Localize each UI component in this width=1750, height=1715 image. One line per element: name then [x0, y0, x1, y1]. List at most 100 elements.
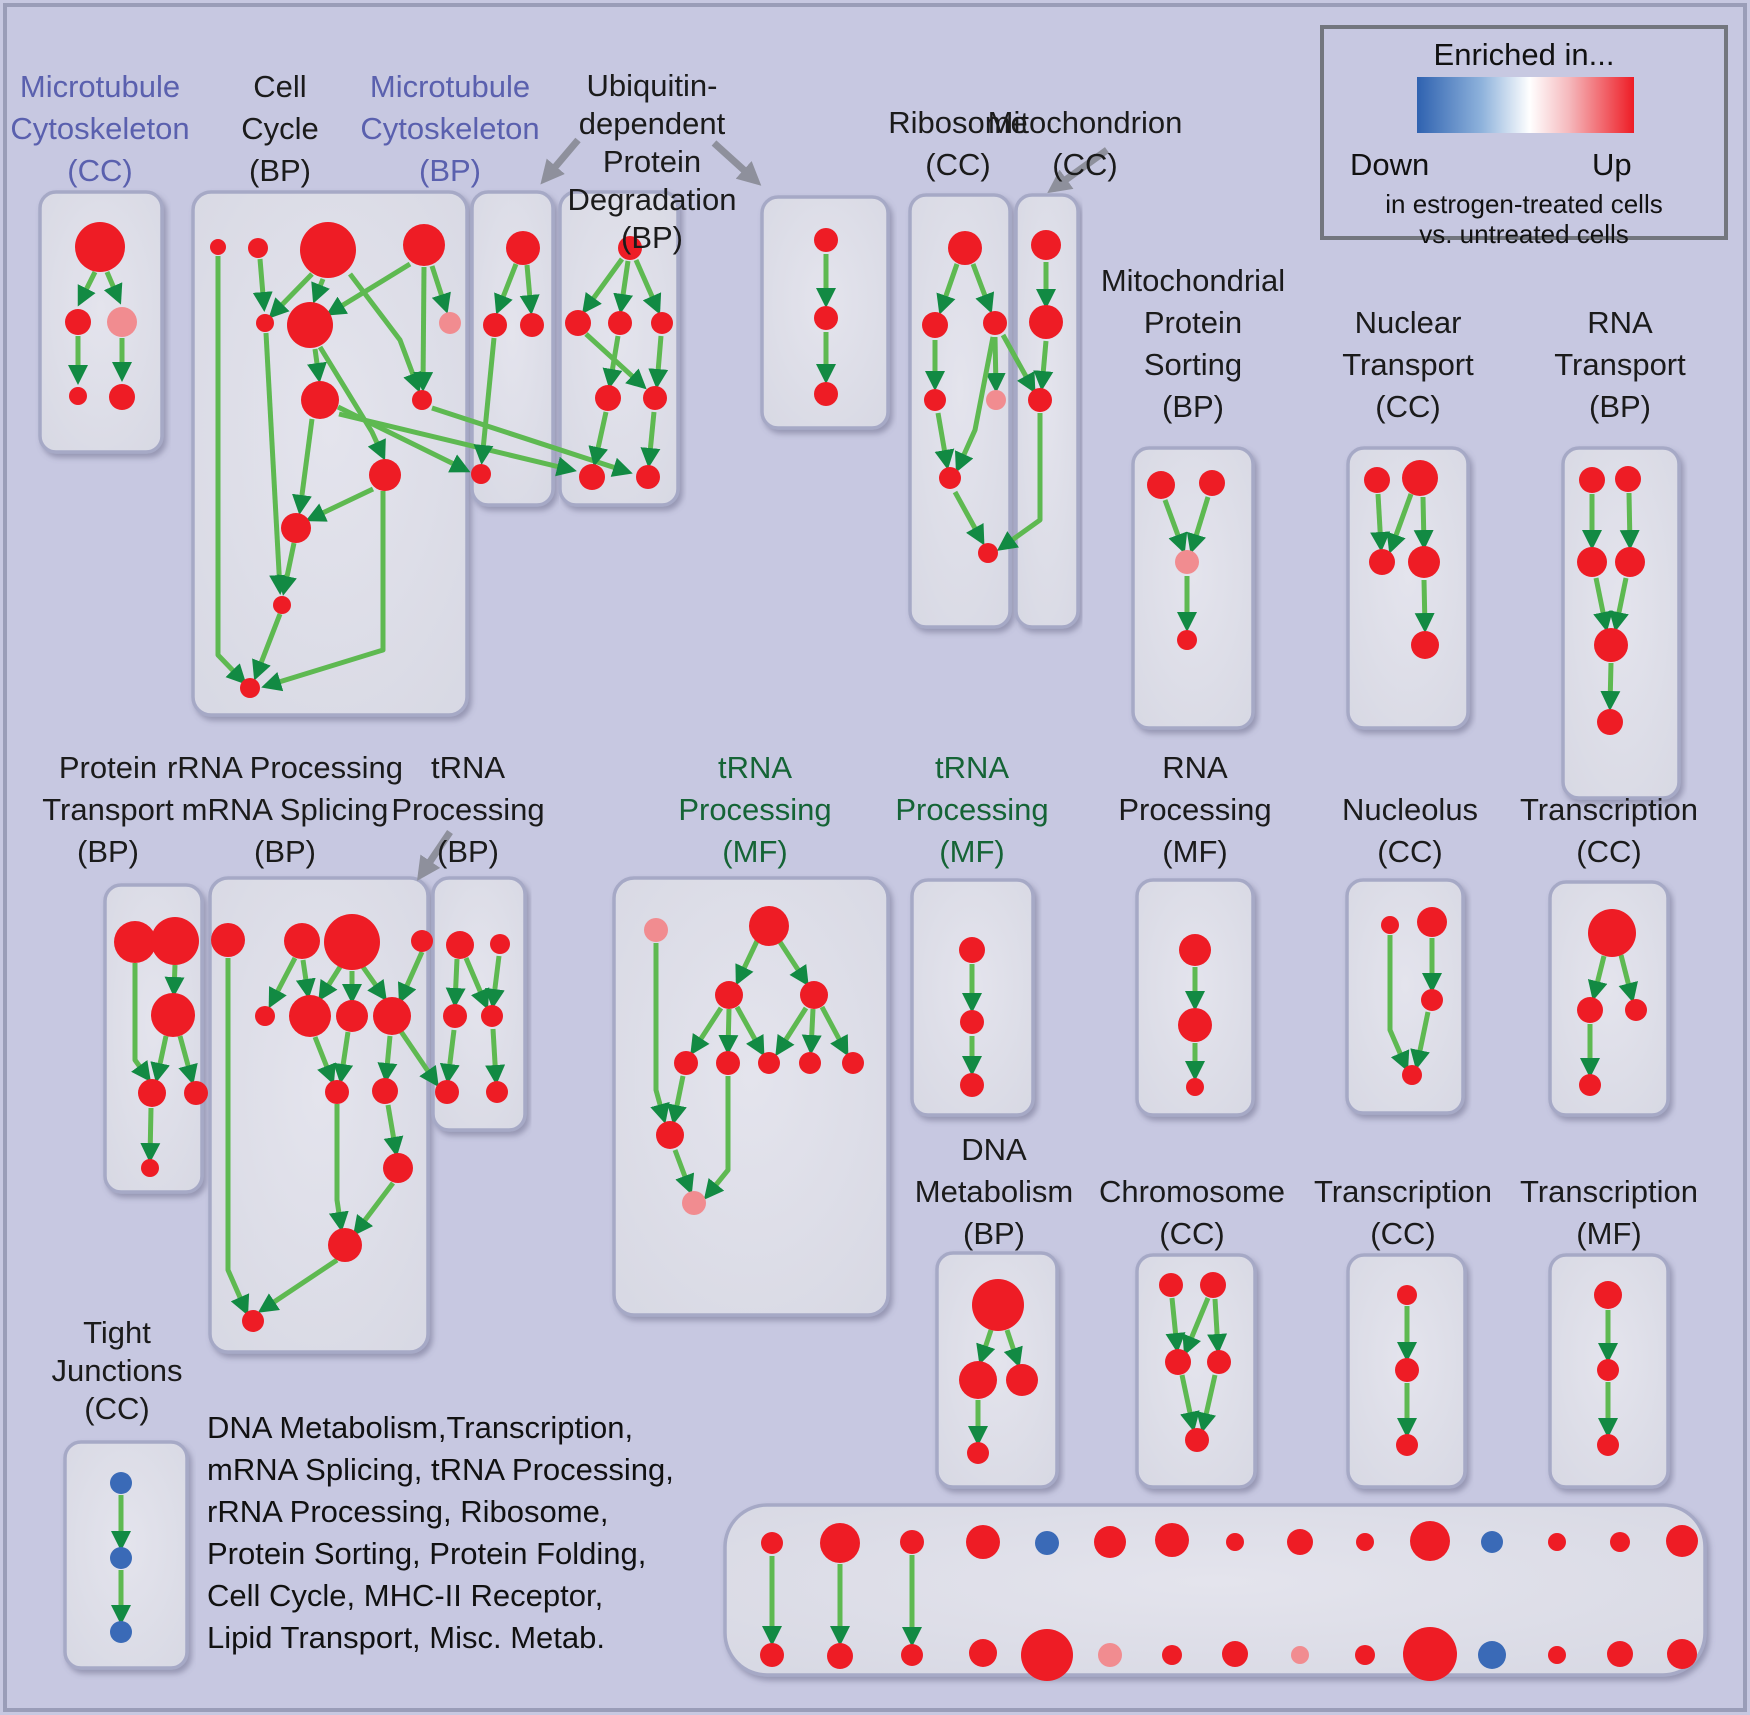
- label-line: (CC): [1370, 1216, 1436, 1251]
- label-line: Protein: [602, 144, 702, 179]
- label-line: (BP): [621, 220, 683, 255]
- gene-edge: [1386, 493, 1414, 554]
- gene-edge: [473, 337, 497, 465]
- label-line: (CC): [1159, 1216, 1225, 1251]
- gene-edge: [735, 939, 760, 986]
- gene-node: [141, 1159, 159, 1177]
- label-trna-processing-mf-small: tRNA Processing (MF): [802, 747, 1142, 873]
- label-line: (BP): [419, 153, 481, 188]
- label-line: Mitochondrion: [987, 105, 1183, 140]
- gene-edge: [1587, 955, 1608, 1001]
- legend: Enriched in... Down Up in estrogen-treat…: [1320, 25, 1728, 249]
- gene-node: [1395, 1358, 1419, 1382]
- label-line: tRNA: [717, 750, 793, 785]
- label-line: Processing: [678, 792, 832, 827]
- label-tight-junctions: Tight Junctions (CC): [0, 1314, 287, 1428]
- gene-node: [1162, 1645, 1182, 1665]
- misc-terms-caption: DNA Metabolism,Transcription, mRNA Splici…: [207, 1407, 674, 1659]
- gene-node: [301, 381, 339, 419]
- gene-edge: [268, 956, 298, 1009]
- gene-edge: [1179, 1374, 1200, 1432]
- gene-node: [618, 236, 642, 260]
- gene-edge: [703, 1076, 731, 1200]
- gene-node: [1178, 1008, 1212, 1042]
- gene-node: [1094, 1526, 1126, 1558]
- gene-node: [373, 997, 411, 1035]
- gene-edge: [252, 258, 273, 312]
- gene-node: [1287, 1529, 1313, 1555]
- gene-edge: [140, 1107, 161, 1163]
- label-mitochondrion-cc: Mitochondrion (CC): [915, 102, 1255, 186]
- gene-node: [1226, 1533, 1244, 1551]
- label-line: rRNA Processing: [166, 750, 404, 785]
- label-chromosome-cc: Chromosome (CC): [1022, 1171, 1362, 1255]
- label-ubiquitin-degradation: Ubiquitin-dependent Protein Degradation (BP…: [482, 67, 822, 257]
- gene-edge: [348, 272, 423, 393]
- gene-node: [1402, 1065, 1422, 1085]
- label-line: Processing: [391, 792, 545, 827]
- gene-node: [579, 464, 605, 490]
- go-box-mitochondrial-protein-sorting: [1131, 446, 1255, 730]
- gene-node: [411, 930, 433, 952]
- gene-node: [256, 314, 274, 332]
- gene-node: [651, 312, 673, 334]
- gene-node: [1594, 1281, 1622, 1309]
- label-line: Ubiquitin-: [586, 68, 718, 103]
- gene-node: [1021, 1629, 1073, 1681]
- gene-edge: [103, 271, 123, 305]
- gene-node: [799, 1052, 821, 1074]
- gene-node: [969, 1639, 997, 1667]
- label-line: Mitochondrial: [1100, 263, 1286, 298]
- label-line: (CC): [1052, 147, 1118, 182]
- gene-node: [1028, 388, 1052, 412]
- label-line: Cytoskeleton: [10, 111, 190, 146]
- gene-node: [983, 311, 1007, 335]
- gene-node: [1397, 1285, 1417, 1305]
- caption-line: mRNA Splicing, tRNA Processing,: [207, 1452, 674, 1487]
- gene-node: [814, 382, 838, 406]
- gene-node: [972, 1279, 1024, 1331]
- gene-edge: [582, 257, 625, 315]
- gene-edge: [215, 256, 247, 685]
- gene-node: [300, 222, 356, 278]
- gene-edge: [1413, 496, 1434, 550]
- gene-node: [443, 1004, 467, 1028]
- gene-node: [960, 1010, 984, 1034]
- gene-edge: [952, 490, 985, 546]
- gene-node: [1356, 1533, 1374, 1551]
- gene-node: [1548, 1533, 1566, 1551]
- label-line: Ribosome: [888, 105, 1028, 140]
- gene-node: [336, 1000, 368, 1032]
- gene-node: [1396, 1434, 1418, 1456]
- label-line: Cell: [253, 69, 307, 104]
- gene-edge: [801, 1008, 822, 1055]
- gene-edge: [328, 1104, 349, 1232]
- label-trna-processing-mf-large: tRNA Processing (MF): [585, 747, 925, 873]
- gene-node: [486, 1081, 508, 1103]
- gene-node: [800, 981, 828, 1009]
- label-line: Transcription: [1313, 1174, 1493, 1209]
- caption-line: DNA Metabolism,Transcription,: [207, 1410, 634, 1445]
- label-microtubule-cc: Microtubule Cytoskeleton (CC): [0, 66, 270, 192]
- label-line: RNA: [1162, 750, 1228, 785]
- gene-node: [1579, 467, 1605, 493]
- gene-node: [1478, 1641, 1506, 1669]
- gene-node: [383, 1153, 413, 1183]
- label-rrna-processing-mrna-splicing: rRNA Processing mRNA Splicing (BP): [115, 747, 455, 873]
- gene-node: [328, 1228, 362, 1262]
- gene-node: [110, 1547, 132, 1569]
- gene-node: [138, 1079, 166, 1107]
- label-pointer-arrow: [711, 140, 762, 186]
- gene-node: [1179, 934, 1211, 966]
- gene-node: [289, 995, 331, 1037]
- go-box-ubiquitin-degradation: [558, 190, 680, 507]
- gene-edge: [602, 335, 623, 389]
- gene-edge: [383, 1104, 404, 1157]
- gene-edge: [292, 418, 315, 515]
- label-rna-processing-mf: RNA Processing (MF): [1025, 747, 1365, 873]
- gene-node: [65, 309, 91, 335]
- gene-node: [439, 312, 461, 334]
- gene-edge: [1370, 493, 1391, 552]
- gene-node: [1421, 989, 1443, 1011]
